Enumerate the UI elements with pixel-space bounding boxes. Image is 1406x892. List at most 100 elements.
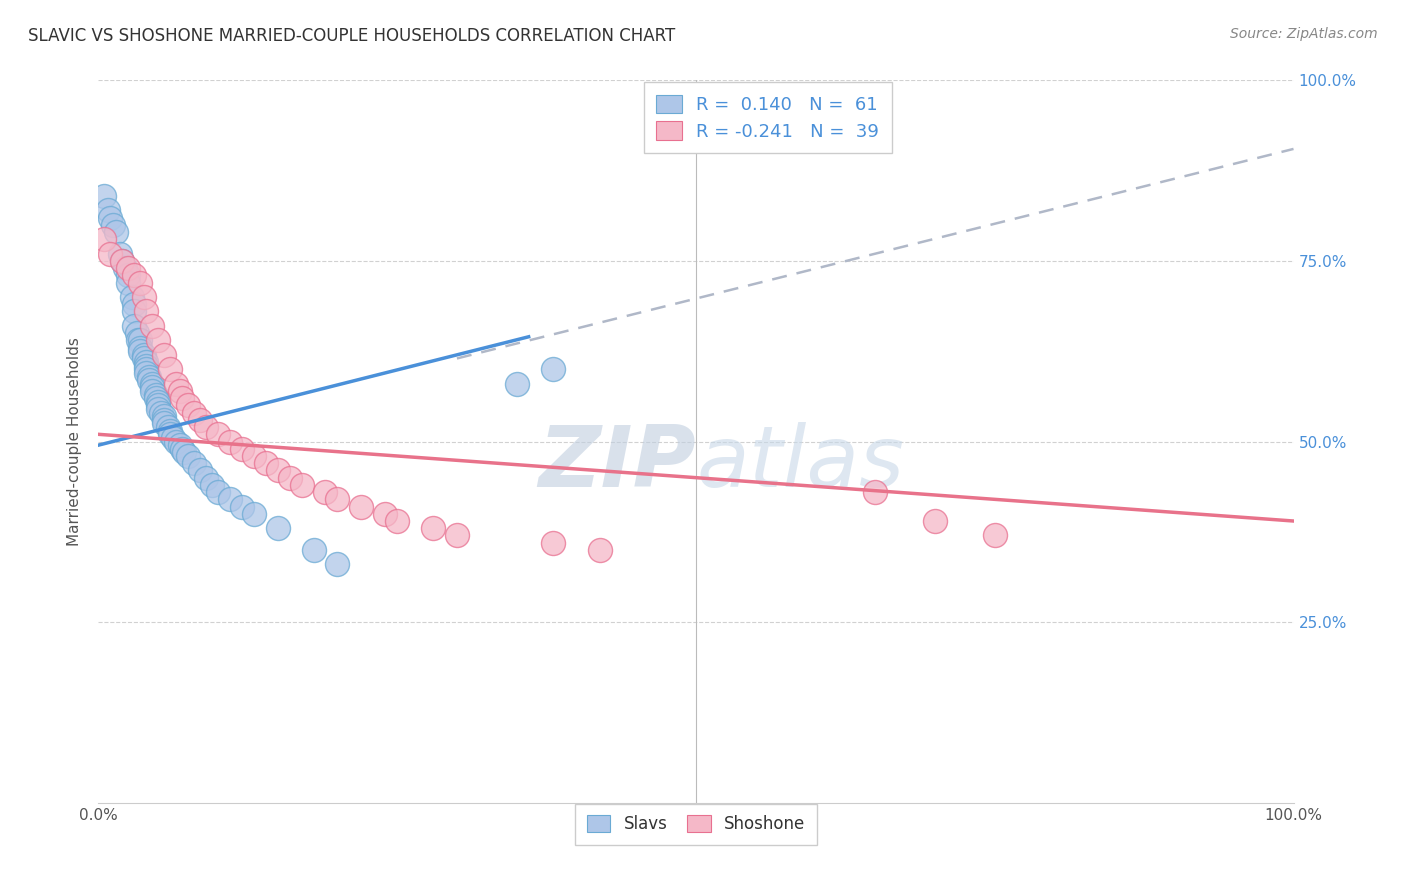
Point bbox=[165, 434, 187, 449]
Point bbox=[183, 456, 205, 470]
Point bbox=[145, 387, 167, 401]
Point bbox=[129, 344, 152, 359]
Point bbox=[267, 521, 290, 535]
Point bbox=[385, 514, 409, 528]
Point bbox=[195, 470, 218, 484]
Point bbox=[177, 398, 200, 412]
Point bbox=[124, 304, 146, 318]
Point bbox=[135, 355, 157, 369]
Point bbox=[153, 348, 176, 362]
Point bbox=[207, 427, 229, 442]
Point bbox=[127, 334, 149, 348]
Point bbox=[141, 384, 163, 398]
Point bbox=[124, 318, 146, 333]
Point bbox=[132, 290, 155, 304]
Point bbox=[148, 402, 170, 417]
Text: atlas: atlas bbox=[696, 422, 904, 505]
Point bbox=[589, 542, 612, 557]
Point bbox=[326, 558, 349, 572]
Point bbox=[173, 445, 195, 459]
Point bbox=[129, 276, 152, 290]
Point bbox=[117, 268, 139, 283]
Point bbox=[153, 409, 176, 424]
Point bbox=[315, 485, 337, 500]
Point bbox=[169, 438, 191, 452]
Point bbox=[153, 413, 176, 427]
Point bbox=[326, 492, 349, 507]
Point bbox=[183, 406, 205, 420]
Point bbox=[148, 334, 170, 348]
Point bbox=[138, 369, 160, 384]
Point bbox=[231, 442, 253, 456]
Point bbox=[121, 290, 143, 304]
Point bbox=[231, 500, 253, 514]
Point bbox=[541, 535, 564, 549]
Y-axis label: Married-couple Households: Married-couple Households bbox=[67, 337, 83, 546]
Point bbox=[132, 348, 155, 362]
Point bbox=[243, 507, 266, 521]
Point bbox=[98, 246, 122, 260]
Point bbox=[162, 431, 184, 445]
Point bbox=[278, 470, 301, 484]
Point bbox=[93, 189, 115, 203]
Point bbox=[195, 420, 218, 434]
Point bbox=[105, 225, 128, 239]
Point bbox=[135, 304, 157, 318]
Point bbox=[98, 211, 122, 225]
Text: SLAVIC VS SHOSHONE MARRIED-COUPLE HOUSEHOLDS CORRELATION CHART: SLAVIC VS SHOSHONE MARRIED-COUPLE HOUSEH… bbox=[28, 27, 675, 45]
Point bbox=[141, 376, 163, 391]
Point bbox=[374, 507, 396, 521]
Point bbox=[149, 406, 172, 420]
Point bbox=[350, 500, 373, 514]
Point bbox=[506, 376, 529, 391]
Point bbox=[129, 341, 152, 355]
Point bbox=[984, 528, 1007, 542]
Point bbox=[117, 261, 139, 276]
Point bbox=[153, 417, 176, 431]
Point bbox=[156, 420, 179, 434]
Point bbox=[302, 542, 325, 557]
Point bbox=[243, 449, 266, 463]
Point bbox=[148, 394, 170, 409]
Text: ZIP: ZIP bbox=[538, 422, 696, 505]
Point bbox=[172, 391, 194, 405]
Point bbox=[132, 351, 155, 366]
Point bbox=[135, 366, 157, 380]
Point bbox=[111, 253, 134, 268]
Point bbox=[141, 380, 163, 394]
Point bbox=[422, 521, 444, 535]
Point bbox=[254, 456, 277, 470]
Point bbox=[124, 297, 146, 311]
Point bbox=[145, 391, 167, 405]
Point bbox=[865, 485, 887, 500]
Point bbox=[291, 478, 314, 492]
Point bbox=[159, 362, 181, 376]
Point bbox=[207, 485, 229, 500]
Point bbox=[101, 218, 124, 232]
Point bbox=[219, 434, 242, 449]
Point bbox=[93, 232, 115, 246]
Point bbox=[188, 413, 211, 427]
Point bbox=[169, 384, 191, 398]
Point bbox=[172, 442, 194, 456]
Point bbox=[159, 427, 181, 442]
Point bbox=[114, 261, 136, 276]
Point bbox=[97, 203, 120, 218]
Point bbox=[125, 326, 148, 340]
Point bbox=[124, 268, 146, 283]
Point bbox=[138, 373, 160, 387]
Legend: Slavs, Shoshone: Slavs, Shoshone bbox=[575, 804, 817, 845]
Point bbox=[177, 449, 200, 463]
Text: Source: ZipAtlas.com: Source: ZipAtlas.com bbox=[1230, 27, 1378, 41]
Point bbox=[267, 463, 290, 477]
Point bbox=[129, 334, 152, 348]
Point bbox=[159, 424, 181, 438]
Point bbox=[135, 362, 157, 376]
Point bbox=[924, 514, 946, 528]
Point bbox=[165, 376, 187, 391]
Point bbox=[141, 318, 163, 333]
Point bbox=[446, 528, 468, 542]
Point bbox=[188, 463, 211, 477]
Point bbox=[201, 478, 224, 492]
Point bbox=[541, 362, 564, 376]
